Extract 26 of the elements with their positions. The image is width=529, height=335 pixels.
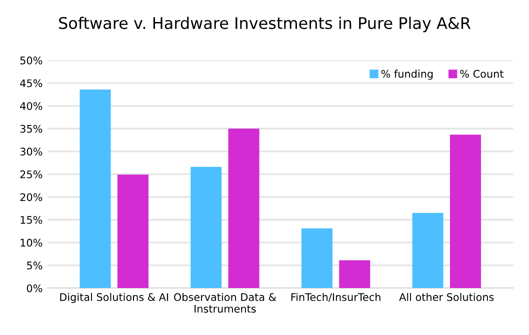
y-tick-label: 10% — [20, 238, 42, 247]
x-tick-label: Observation Data & Instruments — [174, 292, 276, 313]
y-tick-label: 20% — [20, 193, 42, 202]
y-tick-label: 30% — [20, 148, 42, 156]
bar — [450, 134, 481, 288]
y-tick-label: 0% — [26, 284, 42, 292]
y-tick-label: 40% — [20, 102, 42, 110]
y-tick-label: 15% — [20, 216, 42, 224]
x-tick-label: Digital Solutions & AI — [60, 292, 168, 304]
x-tick-label: FinTech/InsurTech — [291, 292, 380, 302]
x-tick-label: All other Solutions — [399, 292, 494, 302]
bar — [301, 228, 332, 288]
bar — [339, 260, 370, 288]
y-tick-label: 35% — [20, 124, 42, 133]
legend-label: % funding — [381, 70, 433, 80]
bar — [117, 174, 148, 288]
bar — [412, 212, 444, 288]
bar — [190, 166, 222, 288]
legend-label: % Count — [460, 70, 504, 78]
y-tick-label: 50% — [20, 56, 42, 64]
y-tick-label: 25% — [20, 170, 42, 178]
y-tick-label: 5% — [27, 262, 42, 270]
bar — [228, 128, 260, 288]
chart-title: Software v. Hardware Investments in Pure Play A&R — [59, 16, 471, 32]
bar — [80, 89, 111, 288]
y-tick-label: 45% — [20, 79, 42, 88]
